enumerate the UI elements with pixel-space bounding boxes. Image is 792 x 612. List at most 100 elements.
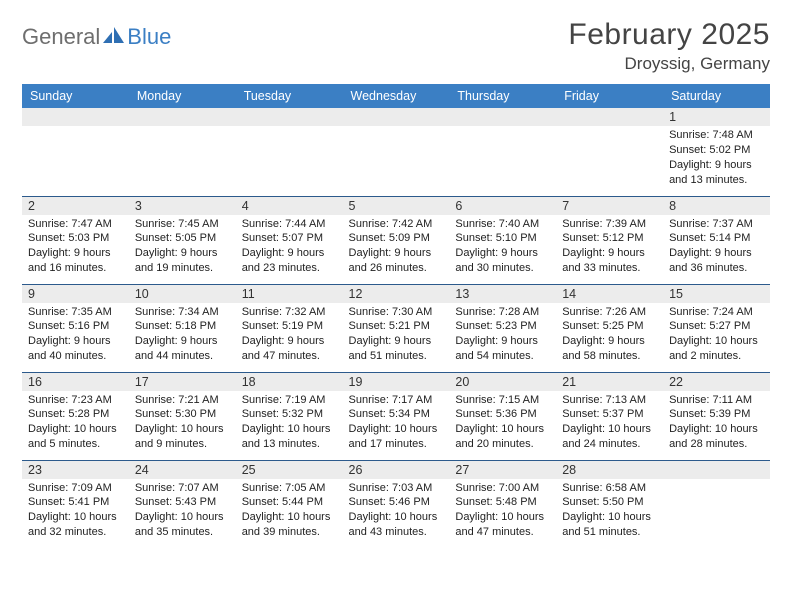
day-body: Sunrise: 7:37 AMSunset: 5:14 PMDaylight:… xyxy=(663,215,770,280)
day-line: Sunrise: 7:17 AM xyxy=(349,393,444,408)
day-body: Sunrise: 7:23 AMSunset: 5:28 PMDaylight:… xyxy=(22,391,129,456)
day-header-row: Sunday Monday Tuesday Wednesday Thursday… xyxy=(22,84,770,108)
day-line: and 9 minutes. xyxy=(135,437,230,452)
day-line: and 32 minutes. xyxy=(28,525,123,540)
day-line: Sunset: 5:18 PM xyxy=(135,319,230,334)
day-line: Sunset: 5:09 PM xyxy=(349,231,444,246)
day-line: Sunrise: 7:34 AM xyxy=(135,305,230,320)
day-line: and 20 minutes. xyxy=(455,437,550,452)
day-body: Sunrise: 7:30 AMSunset: 5:21 PMDaylight:… xyxy=(343,303,450,368)
day-body: Sunrise: 7:35 AMSunset: 5:16 PMDaylight:… xyxy=(22,303,129,368)
day-line: Daylight: 9 hours xyxy=(669,158,764,173)
calendar-page: General Blue February 2025 Droyssig, Ger… xyxy=(0,0,792,548)
day-body: Sunrise: 7:17 AMSunset: 5:34 PMDaylight:… xyxy=(343,391,450,456)
day-number: 20 xyxy=(449,373,556,391)
week-row: 23Sunrise: 7:09 AMSunset: 5:41 PMDayligh… xyxy=(22,460,770,548)
day-number xyxy=(449,108,556,126)
day-cell xyxy=(22,108,129,196)
day-line: Sunset: 5:37 PM xyxy=(562,407,657,422)
day-body: Sunrise: 7:09 AMSunset: 5:41 PMDaylight:… xyxy=(22,479,129,544)
day-number: 28 xyxy=(556,461,663,479)
day-number xyxy=(556,108,663,126)
day-header-monday: Monday xyxy=(129,84,236,108)
location-label: Droyssig, Germany xyxy=(568,54,770,74)
day-line: and 13 minutes. xyxy=(669,173,764,188)
day-line: and 51 minutes. xyxy=(562,525,657,540)
day-line: Sunset: 5:14 PM xyxy=(669,231,764,246)
day-number xyxy=(22,108,129,126)
day-line: Sunset: 5:28 PM xyxy=(28,407,123,422)
day-line: and 28 minutes. xyxy=(669,437,764,452)
day-line: and 47 minutes. xyxy=(455,525,550,540)
day-line: and 44 minutes. xyxy=(135,349,230,364)
week-row: 2Sunrise: 7:47 AMSunset: 5:03 PMDaylight… xyxy=(22,196,770,284)
day-line: Sunset: 5:05 PM xyxy=(135,231,230,246)
day-body: Sunrise: 7:40 AMSunset: 5:10 PMDaylight:… xyxy=(449,215,556,280)
day-body: Sunrise: 7:05 AMSunset: 5:44 PMDaylight:… xyxy=(236,479,343,544)
day-line: Sunrise: 7:19 AM xyxy=(242,393,337,408)
day-number: 25 xyxy=(236,461,343,479)
day-line: Sunset: 5:07 PM xyxy=(242,231,337,246)
day-body: Sunrise: 7:19 AMSunset: 5:32 PMDaylight:… xyxy=(236,391,343,456)
day-cell: 4Sunrise: 7:44 AMSunset: 5:07 PMDaylight… xyxy=(236,196,343,284)
day-line: Daylight: 10 hours xyxy=(28,422,123,437)
month-title: February 2025 xyxy=(568,18,770,52)
day-number: 12 xyxy=(343,285,450,303)
day-line: and 24 minutes. xyxy=(562,437,657,452)
day-cell: 3Sunrise: 7:45 AMSunset: 5:05 PMDaylight… xyxy=(129,196,236,284)
day-line: Sunset: 5:41 PM xyxy=(28,495,123,510)
day-number: 26 xyxy=(343,461,450,479)
day-number: 22 xyxy=(663,373,770,391)
day-cell: 9Sunrise: 7:35 AMSunset: 5:16 PMDaylight… xyxy=(22,284,129,372)
day-line: Daylight: 9 hours xyxy=(349,334,444,349)
day-number xyxy=(343,108,450,126)
day-header-wednesday: Wednesday xyxy=(343,84,450,108)
day-number: 5 xyxy=(343,197,450,215)
day-number: 15 xyxy=(663,285,770,303)
day-line: Daylight: 9 hours xyxy=(455,334,550,349)
day-line: and 47 minutes. xyxy=(242,349,337,364)
day-cell: 14Sunrise: 7:26 AMSunset: 5:25 PMDayligh… xyxy=(556,284,663,372)
day-line: and 5 minutes. xyxy=(28,437,123,452)
day-line: Sunrise: 7:00 AM xyxy=(455,481,550,496)
day-line: Daylight: 10 hours xyxy=(28,510,123,525)
day-line: Sunset: 5:43 PM xyxy=(135,495,230,510)
day-line: Daylight: 9 hours xyxy=(135,334,230,349)
day-line: Sunrise: 7:24 AM xyxy=(669,305,764,320)
day-line: Sunrise: 7:32 AM xyxy=(242,305,337,320)
day-line: Sunset: 5:12 PM xyxy=(562,231,657,246)
day-cell: 21Sunrise: 7:13 AMSunset: 5:37 PMDayligh… xyxy=(556,372,663,460)
day-line: Daylight: 10 hours xyxy=(242,422,337,437)
day-number: 13 xyxy=(449,285,556,303)
brand-sail-icon xyxy=(103,27,125,50)
day-body xyxy=(556,126,663,132)
day-body: Sunrise: 7:47 AMSunset: 5:03 PMDaylight:… xyxy=(22,215,129,280)
day-body: Sunrise: 7:24 AMSunset: 5:27 PMDaylight:… xyxy=(663,303,770,368)
day-line: Sunrise: 7:44 AM xyxy=(242,217,337,232)
day-line: and 19 minutes. xyxy=(135,261,230,276)
day-header-saturday: Saturday xyxy=(663,84,770,108)
day-line: Daylight: 9 hours xyxy=(242,246,337,261)
calendar-table: Sunday Monday Tuesday Wednesday Thursday… xyxy=(22,84,770,548)
day-cell: 25Sunrise: 7:05 AMSunset: 5:44 PMDayligh… xyxy=(236,460,343,548)
page-header: General Blue February 2025 Droyssig, Ger… xyxy=(22,18,770,74)
day-line: Sunrise: 7:07 AM xyxy=(135,481,230,496)
day-number: 23 xyxy=(22,461,129,479)
day-cell: 5Sunrise: 7:42 AMSunset: 5:09 PMDaylight… xyxy=(343,196,450,284)
day-body: Sunrise: 7:34 AMSunset: 5:18 PMDaylight:… xyxy=(129,303,236,368)
day-number: 9 xyxy=(22,285,129,303)
day-body xyxy=(343,126,450,132)
title-block: February 2025 Droyssig, Germany xyxy=(568,18,770,74)
day-number: 24 xyxy=(129,461,236,479)
day-body xyxy=(236,126,343,132)
day-line: Daylight: 10 hours xyxy=(349,510,444,525)
day-number xyxy=(129,108,236,126)
day-line: Daylight: 9 hours xyxy=(135,246,230,261)
day-line: Daylight: 10 hours xyxy=(669,334,764,349)
day-line: Daylight: 10 hours xyxy=(455,510,550,525)
day-body: Sunrise: 7:21 AMSunset: 5:30 PMDaylight:… xyxy=(129,391,236,456)
day-line: Daylight: 9 hours xyxy=(242,334,337,349)
day-body: Sunrise: 7:28 AMSunset: 5:23 PMDaylight:… xyxy=(449,303,556,368)
day-body: Sunrise: 7:13 AMSunset: 5:37 PMDaylight:… xyxy=(556,391,663,456)
day-number: 27 xyxy=(449,461,556,479)
